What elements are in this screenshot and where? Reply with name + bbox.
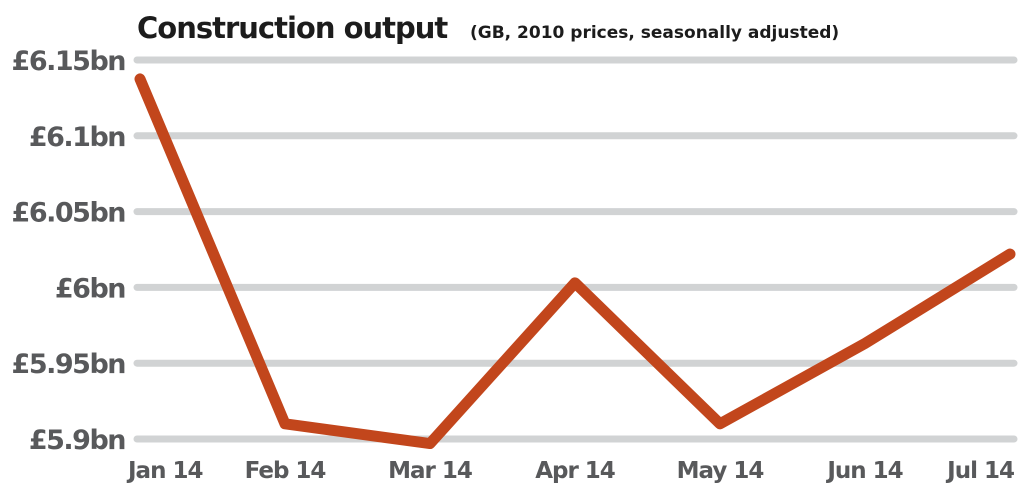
y-tick-label: £6.15bn (12, 46, 126, 77)
y-tick-label: £6.05bn (12, 198, 126, 229)
chart-subtitle: (GB, 2010 prices, seasonally adjusted) (470, 23, 839, 43)
x-tick-label: Feb 14 (245, 458, 326, 484)
x-tick-label: Jul 14 (945, 458, 1014, 484)
y-tick-label: £5.95bn (12, 349, 126, 380)
y-tick-label: £6.1bn (29, 122, 125, 153)
x-tick-label: Jun 14 (825, 458, 902, 484)
x-tick-label: Mar 14 (388, 458, 472, 484)
x-tick-label: Apr 14 (535, 458, 615, 484)
y-tick-label: £5.9bn (29, 425, 125, 456)
gridlines (133, 56, 1018, 443)
chart-title: Construction output (137, 11, 448, 45)
y-axis-ticks: £6.15bn £6.1bn £6.05bn £6bn £5.95bn £5.9bn (12, 46, 127, 456)
y-tick-label: £6bn (55, 273, 125, 304)
series-construction-output (134, 73, 1016, 450)
x-tick-label: May 14 (677, 458, 764, 484)
x-axis-ticks: Jan 14 Feb 14 Mar 14 Apr 14 May 14 Jun 14 Jul … (126, 458, 1015, 484)
x-tick-label: Jan 14 (126, 458, 202, 484)
